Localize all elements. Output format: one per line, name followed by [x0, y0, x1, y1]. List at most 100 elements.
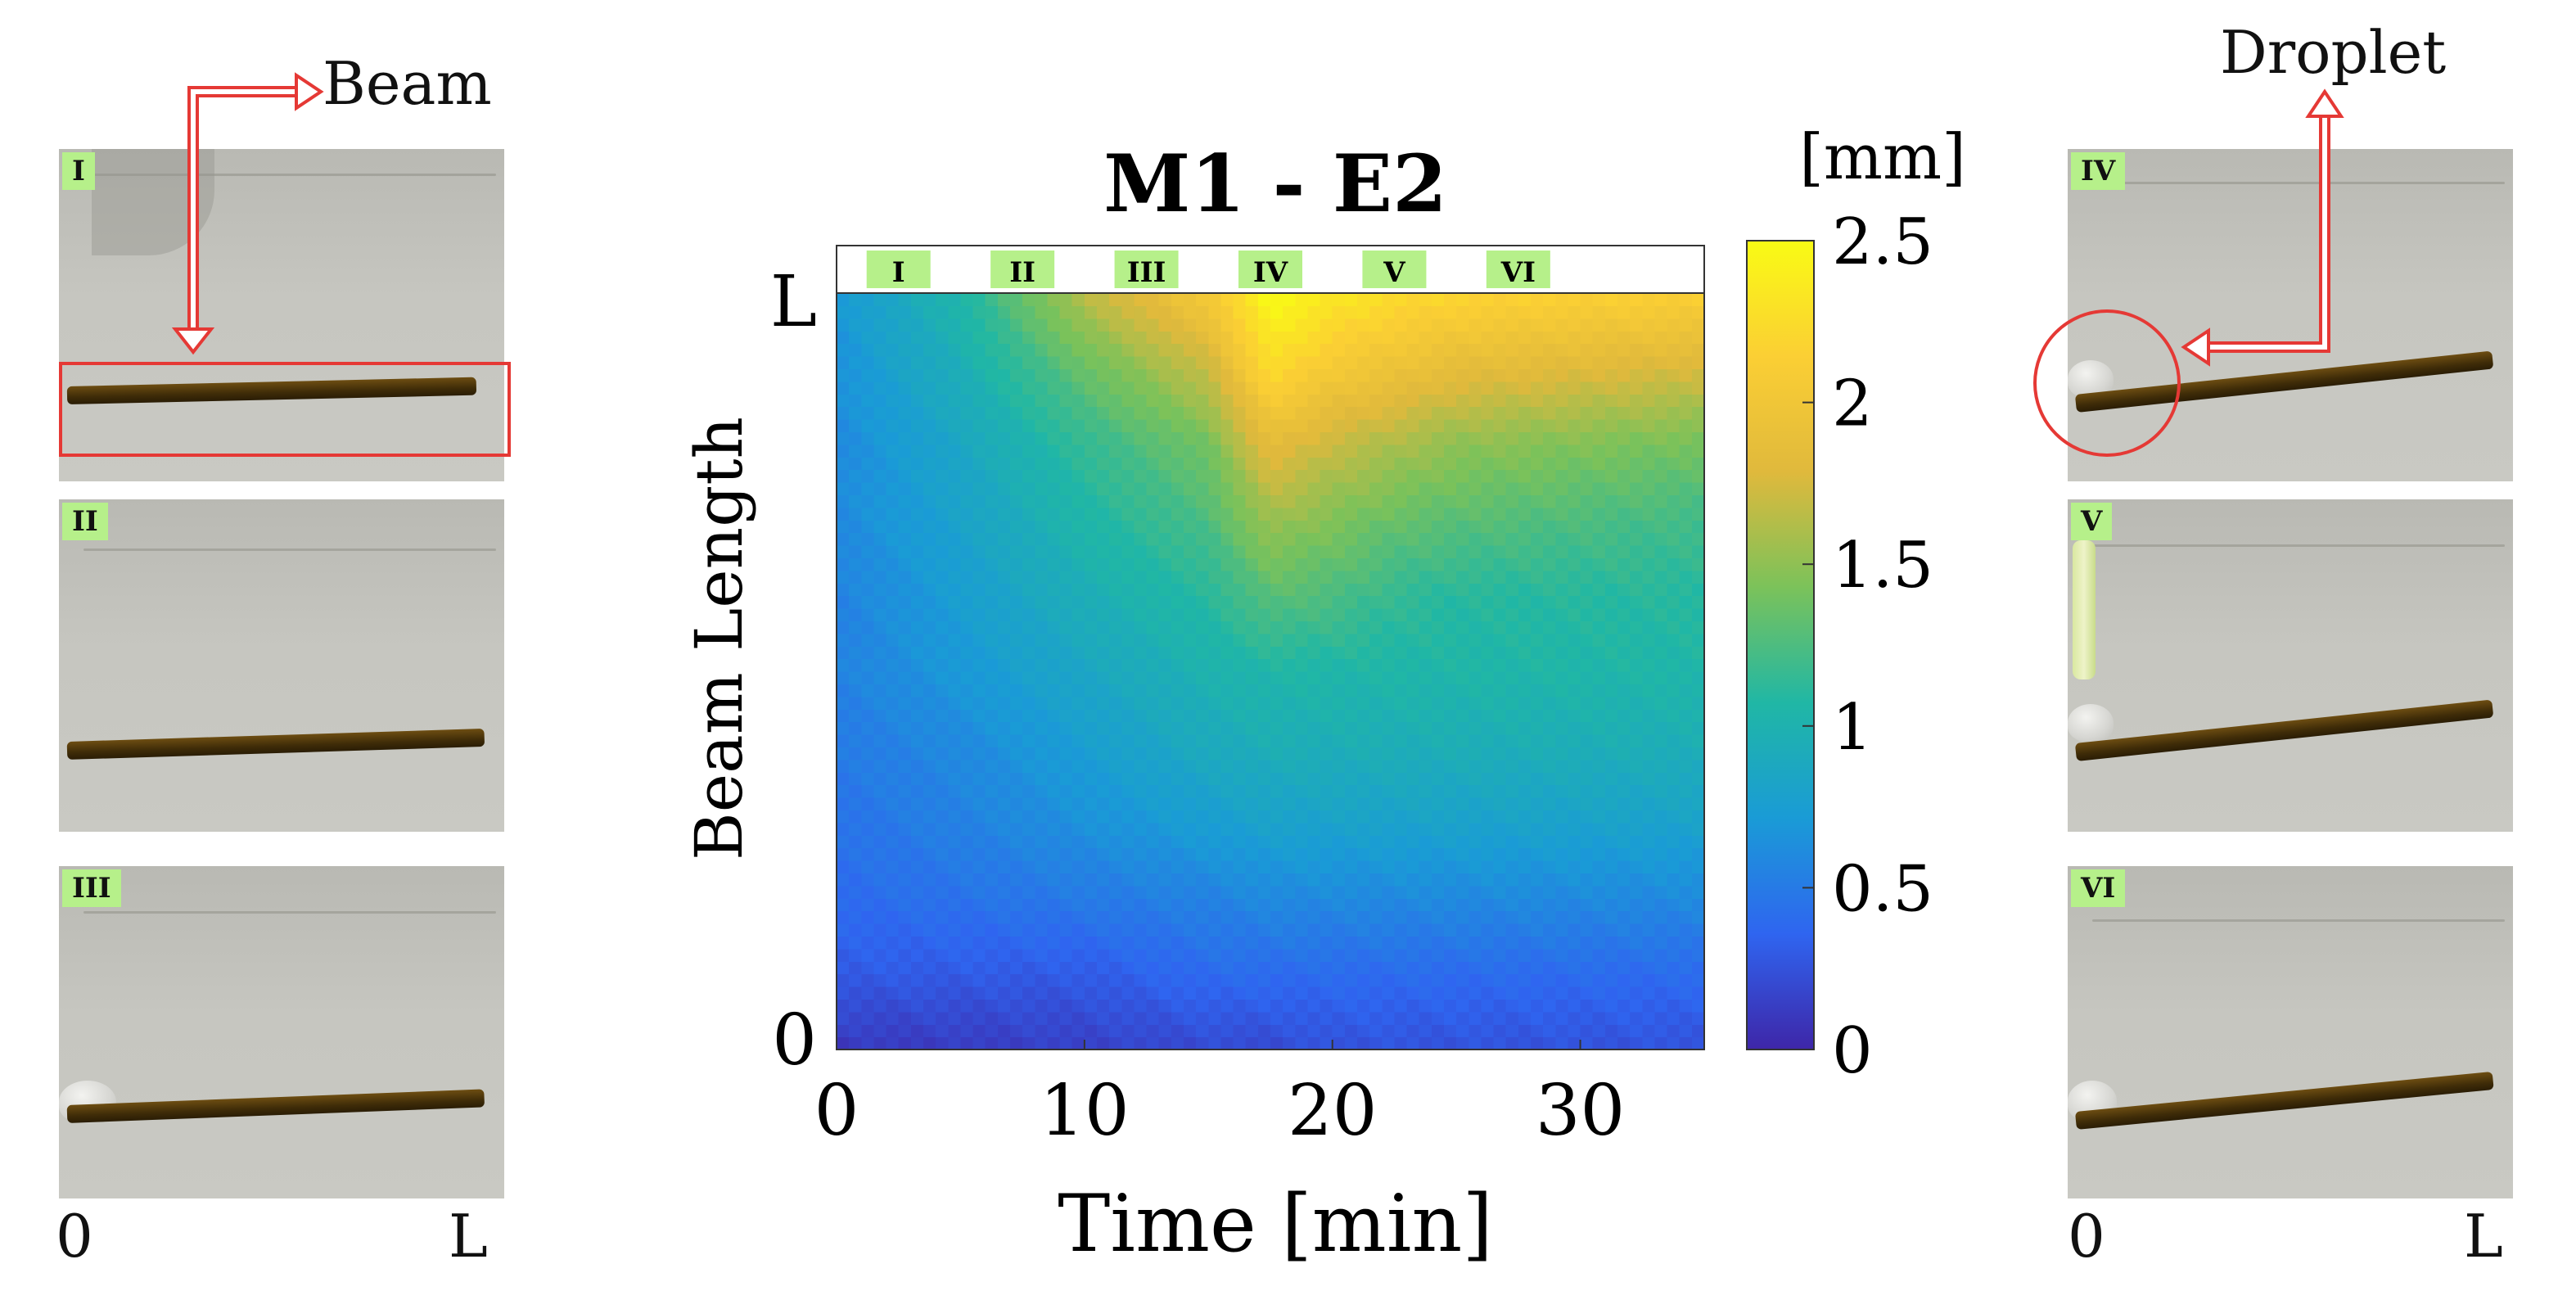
heatmap-cell	[1604, 507, 1618, 521]
heatmap-cell	[923, 923, 936, 937]
heatmap-cell	[1382, 797, 1396, 810]
heatmap-cell	[1184, 948, 1197, 962]
heatmap-cell	[1456, 494, 1469, 508]
heatmap-cell	[1171, 331, 1184, 345]
heatmap-cell	[1320, 532, 1333, 546]
heatmap-cell	[837, 595, 850, 609]
heatmap-cell	[1493, 873, 1507, 887]
heatmap-cell	[1568, 368, 1581, 382]
heatmap-cell	[1344, 557, 1358, 571]
heatmap-cell	[1592, 419, 1606, 432]
heatmap-cell	[1184, 583, 1197, 597]
heatmap-cell	[1406, 999, 1420, 1013]
heatmap-cell	[1642, 444, 1656, 458]
heatmap-cell	[1505, 898, 1519, 912]
heatmap-cell	[849, 822, 862, 836]
heatmap-cell	[861, 1024, 875, 1038]
heatmap-cell	[1220, 696, 1234, 710]
heatmap-cell	[1444, 797, 1457, 810]
heatmap-cell	[1518, 1024, 1532, 1038]
heatmap-cell	[1369, 999, 1383, 1013]
heatmap-cell	[1208, 305, 1222, 319]
heatmap-cell	[1419, 948, 1432, 962]
heatmap-cell	[997, 646, 1011, 660]
heatmap-cell	[1097, 860, 1110, 873]
heatmap-cell	[898, 999, 912, 1013]
heatmap-cell	[1134, 948, 1148, 962]
heatmap-cell	[1580, 570, 1594, 584]
heatmap-cell	[1493, 595, 1507, 609]
heatmap-cell	[1307, 684, 1321, 697]
heatmap-cell	[1382, 822, 1396, 836]
heatmap-cell	[1035, 608, 1049, 621]
heatmap-cell	[1592, 608, 1606, 621]
heatmap-cell	[1121, 860, 1135, 873]
heatmap-cell	[985, 860, 999, 873]
heatmap-cell	[1220, 343, 1234, 357]
heatmap-cell	[1493, 520, 1507, 534]
heatmap-cell	[972, 381, 986, 395]
heatmap-cell	[1617, 532, 1631, 546]
heatmap-cell	[1568, 747, 1581, 761]
heatmap-cell	[1295, 305, 1309, 319]
heatmap-cell	[985, 671, 999, 684]
heatmap-cell	[1220, 545, 1234, 558]
heatmap-cell	[1679, 1011, 1693, 1025]
heatmap-cell	[1196, 961, 1209, 975]
heatmap-cell	[1035, 368, 1049, 382]
heatmap-cell	[1307, 293, 1321, 306]
heatmap-cell	[997, 381, 1011, 395]
heatmap-cell	[1543, 885, 1556, 899]
heatmap-cell	[1134, 595, 1148, 609]
heatmap-cell	[1022, 999, 1035, 1013]
heatmap-cell	[1283, 747, 1296, 761]
heatmap-cell	[1630, 784, 1643, 798]
heatmap-cell	[985, 557, 999, 571]
heatmap-cell	[1617, 457, 1631, 471]
heatmap-cell	[1456, 381, 1469, 395]
heatmap-cell	[1010, 520, 1023, 534]
heatmap-cell	[1604, 709, 1618, 723]
heatmap-cell	[1344, 633, 1358, 647]
heatmap-cell	[1059, 646, 1073, 660]
heatmap-cell	[1257, 444, 1271, 458]
heatmap-cell	[1604, 570, 1618, 584]
heatmap-cell	[1431, 658, 1445, 672]
stage-bar: I II III IV V VI	[836, 245, 1705, 294]
heatmap-cell	[1121, 557, 1135, 571]
heatmap-cell	[1505, 343, 1519, 357]
heatmap-cell	[1382, 1011, 1396, 1025]
heatmap-cell	[1555, 520, 1569, 534]
heatmap-cell	[1580, 873, 1594, 887]
heatmap-cell	[1035, 331, 1049, 345]
heatmap-cell	[1332, 810, 1346, 824]
heatmap-cell	[1654, 734, 1668, 747]
heatmap-cell	[1035, 356, 1049, 369]
heatmap-cell	[1320, 759, 1333, 773]
heatmap-cell	[1283, 633, 1296, 647]
heatmap-cell	[1097, 721, 1110, 735]
heatmap-cell	[1220, 885, 1234, 899]
heatmap-cell	[960, 368, 974, 382]
heatmap-cell	[1531, 545, 1544, 558]
heatmap-cell	[1121, 293, 1135, 306]
heatmap-cell	[1121, 658, 1135, 672]
heatmap-cell	[1617, 419, 1631, 432]
heatmap-cell	[997, 747, 1011, 761]
heatmap-cell	[972, 747, 986, 761]
heatmap-cell	[1431, 520, 1445, 534]
heatmap-cell	[1196, 910, 1209, 924]
heatmap-cell	[1059, 444, 1073, 458]
heatmap-cell	[1531, 860, 1544, 873]
heatmap-cell	[1357, 885, 1370, 899]
heatmap-cell	[1667, 431, 1680, 445]
heatmap-cell	[948, 394, 962, 408]
heatmap-cell	[1481, 797, 1495, 810]
heatmap-cell	[1604, 520, 1618, 534]
heatmap-cell	[1071, 406, 1085, 420]
heatmap-cell	[1270, 457, 1283, 471]
heatmap-cell	[1642, 305, 1656, 319]
heatmap-cell	[1109, 1036, 1122, 1050]
heatmap-cell	[1146, 986, 1160, 1000]
heatmap-cell	[1642, 532, 1656, 546]
